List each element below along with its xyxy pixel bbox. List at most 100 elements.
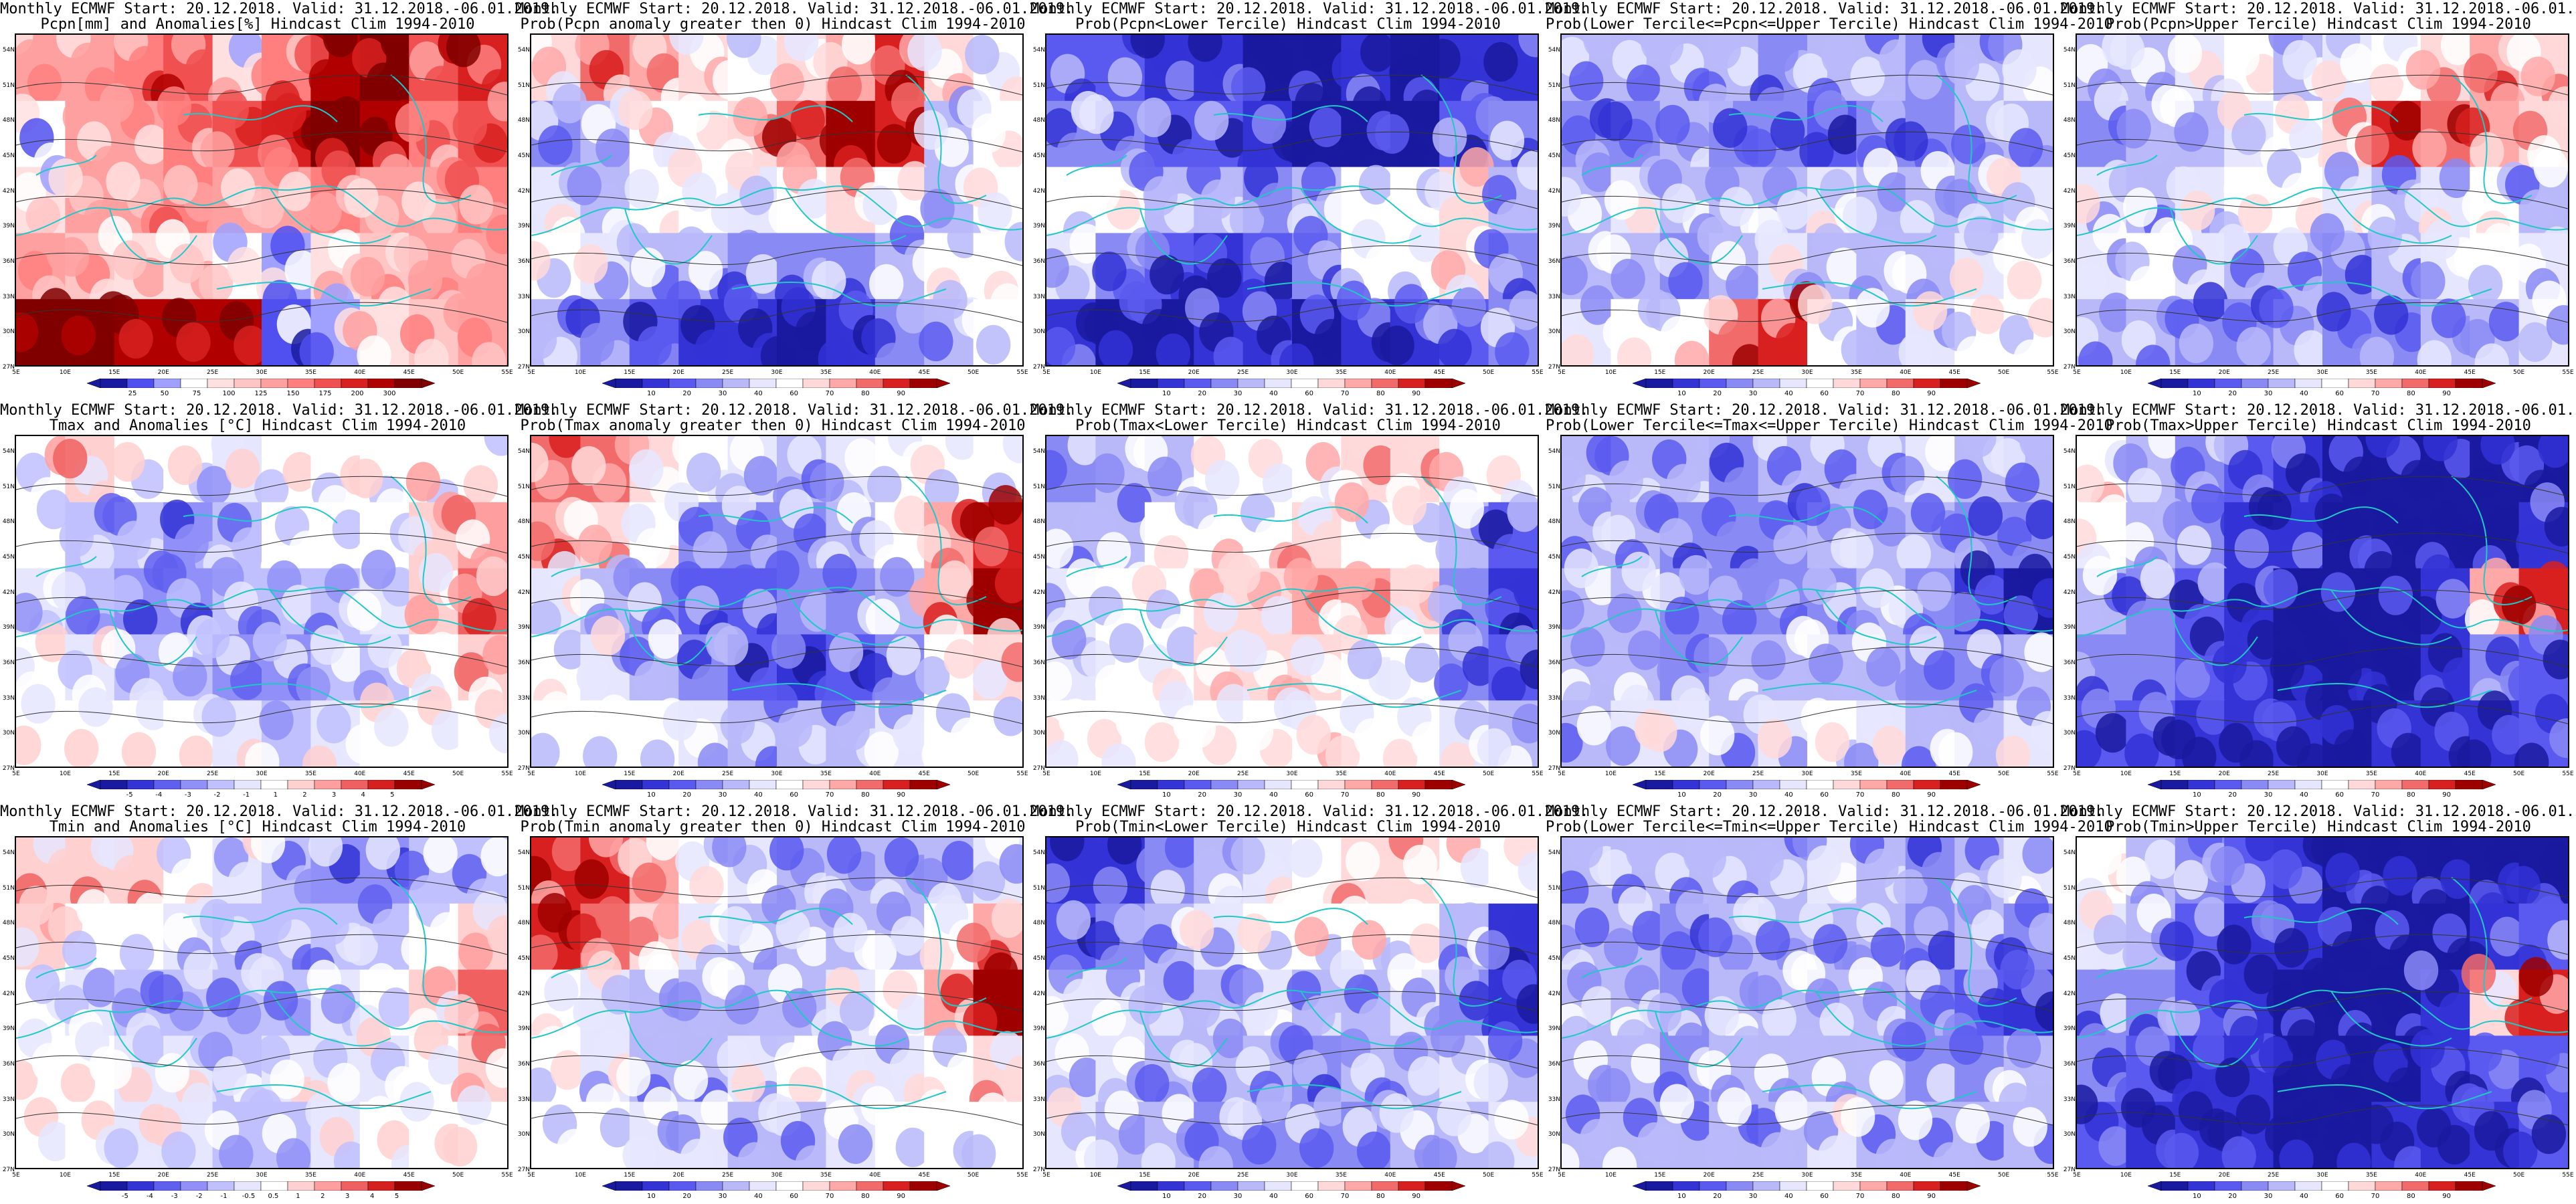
colorbar-arrow-left [2148, 1181, 2162, 1191]
field-blob [414, 338, 449, 365]
colorbar-tick-label: 70 [825, 791, 834, 799]
latitude-label: 27N [1548, 765, 1560, 772]
field-blob [2087, 837, 2122, 876]
field-blob [2110, 35, 2145, 70]
map-svg [16, 837, 507, 1168]
panel-title-line2: Pcpn[mm] and Anomalies[%] Hindcast Clim … [40, 16, 475, 33]
field-blob [1296, 714, 1331, 755]
field-blob [1079, 94, 1114, 134]
field-blob [2003, 595, 2038, 635]
colorbar-segment [1210, 780, 1238, 789]
field-blob [2374, 295, 2409, 335]
field-blob [768, 196, 803, 236]
field-blob [1002, 436, 1022, 464]
field-blob [2229, 1015, 2264, 1056]
colorbar-segment [314, 1181, 342, 1191]
field-blob [574, 859, 609, 899]
field-blob [835, 711, 870, 751]
coastline [2330, 589, 2452, 645]
field-blob [1341, 561, 1376, 601]
field-blob [169, 243, 205, 284]
colorbar-arrow-left [1117, 1181, 1131, 1191]
longitude-label: 10E [59, 1172, 71, 1179]
field-blob [1179, 910, 1214, 950]
field-blob [862, 933, 897, 973]
field-blob [374, 707, 409, 747]
latitude-label: 51N [2063, 82, 2076, 89]
field-blob [765, 550, 800, 591]
colorbar-tick-label: 3 [345, 1193, 350, 1200]
colorbar-segment [1264, 1181, 1292, 1191]
field-blob [994, 563, 1022, 603]
field-blob [2311, 60, 2347, 100]
field-blob [991, 898, 1022, 938]
field-blob [974, 526, 1009, 567]
colorbar-segment [234, 379, 262, 388]
colorbar-arrow-left [2148, 780, 2162, 789]
field-blob [1896, 534, 1931, 575]
latitude-label: 33N [2, 694, 15, 702]
longitude-label: 35E [1335, 369, 1347, 376]
coastline [1213, 105, 1368, 122]
colorbar-segment [341, 780, 369, 789]
colorbar-tick-label: 90 [2442, 390, 2452, 397]
colorbar-segment [2160, 780, 2189, 789]
contour-line [531, 877, 1022, 898]
colorbar-arrow-left [87, 1181, 101, 1191]
colorbar-tick-label: 60 [790, 1193, 799, 1200]
colorbar-tick-label: 80 [1376, 1193, 1385, 1200]
field-blob [2457, 739, 2492, 767]
longitude-label: 50E [2513, 1172, 2525, 1179]
field-blob [1665, 597, 1699, 637]
coastline [624, 208, 713, 265]
field-blob [1456, 567, 1491, 607]
field-blob [1564, 548, 1599, 589]
field-blob [1841, 329, 1876, 365]
longitude-label: 20E [157, 771, 169, 777]
contour-line [1562, 589, 2053, 611]
longitude-label: 5E [2073, 771, 2081, 777]
contour-line [16, 476, 507, 497]
field-blob [228, 862, 263, 902]
field-blob [720, 704, 755, 744]
field-blob [1475, 930, 1510, 970]
field-blob [553, 629, 589, 670]
colorbar-segment [642, 1181, 670, 1191]
field-blob [1912, 291, 1948, 331]
map-panel: Monthly ECMWF Start: 20.12.2018. Valid: … [515, 803, 1073, 1204]
colorbar-segment [1344, 1181, 1372, 1191]
latitude-label: 45N [2, 554, 15, 561]
field-blob [64, 728, 99, 767]
colorbar-tick-label: 10 [1162, 390, 1171, 397]
field-blob [2486, 503, 2522, 544]
latitude-label: 33N [1032, 293, 1045, 300]
colorbar-segment [695, 780, 723, 789]
field-blob [1668, 262, 1703, 302]
colorbar-segment [2321, 379, 2349, 388]
map-area [530, 435, 1024, 768]
colorbar-segment [100, 379, 128, 388]
colorbar-segment [367, 1181, 395, 1191]
field-blob [67, 1142, 102, 1168]
field-blob [1188, 35, 1222, 62]
field-blob [1261, 596, 1296, 636]
field-blob [943, 639, 978, 679]
field-blob [2405, 49, 2441, 90]
field-blob [1203, 593, 1238, 633]
colorbar-tick-label: 90 [897, 1193, 906, 1200]
panel-title-line1: Monthly ECMWF Start: 20.12.2018. Valid: … [515, 1, 1074, 17]
field-blob [1726, 265, 1760, 306]
field-blob [1360, 35, 1395, 72]
field-blob [2078, 341, 2113, 365]
field-blob [2247, 619, 2282, 660]
coastline [551, 957, 612, 979]
colorbar-tick-label: 10 [1162, 1193, 1171, 1200]
field-blob [1749, 841, 1784, 882]
latitude-label: 45N [1548, 955, 1560, 962]
latitude-label: 36N [1032, 258, 1045, 265]
field-blob [1509, 905, 1538, 946]
colorbar-tick-label: 2 [302, 791, 307, 799]
field-blob [2236, 326, 2271, 365]
contour-line [531, 302, 1022, 323]
field-blob [2219, 722, 2253, 763]
